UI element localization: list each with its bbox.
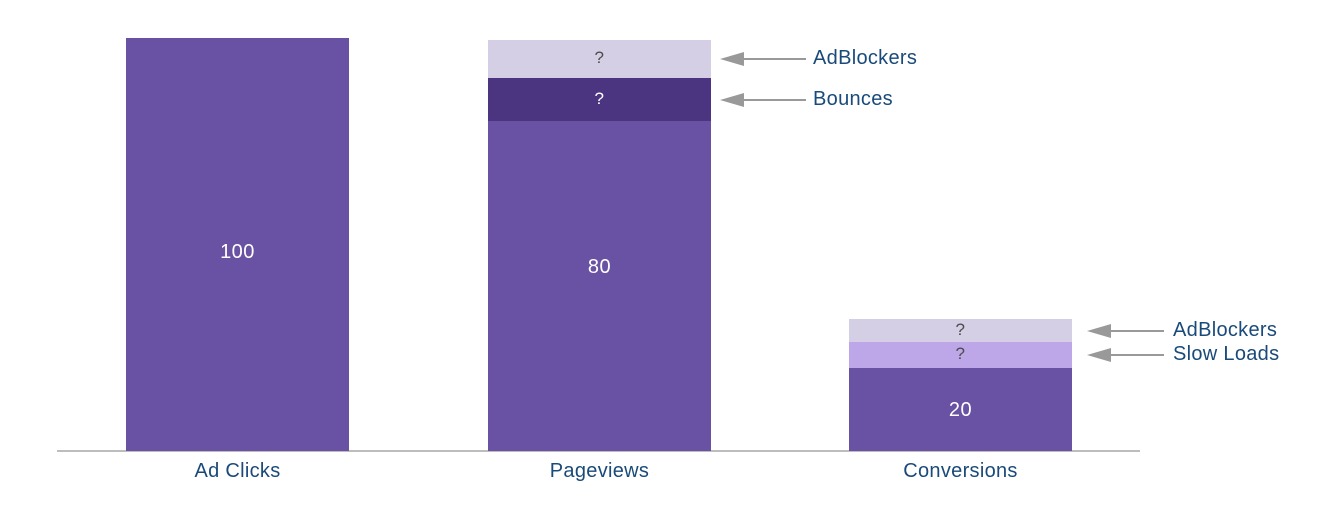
segment-value-label: 100 <box>220 241 255 263</box>
annotation-arrow-icon <box>720 93 744 107</box>
annotation-arrow-icon <box>1087 348 1111 362</box>
bar-segment-ad-clicks-value: 100 <box>126 38 349 451</box>
annotation-arrow-icon <box>720 52 744 66</box>
annotation-arrow-shaft <box>740 99 806 101</box>
segment-value-label: ? <box>594 89 605 108</box>
segment-value-label: 80 <box>587 256 612 278</box>
segment-value-label: ? <box>594 48 605 67</box>
segment-value-label: 20 <box>948 399 973 421</box>
bar-segment-conversions-value: 20 <box>849 368 1072 451</box>
bar-segment-slow-loads: ? <box>849 342 1072 368</box>
annotation-label-slow-loads: Slow Loads <box>1173 343 1280 365</box>
category-label-ad-clicks: Ad Clicks <box>194 460 281 482</box>
annotation-arrow-shaft <box>740 58 806 60</box>
bar-segment-bounces: ? <box>488 78 711 121</box>
annotation-label-adblockers: AdBlockers <box>813 47 918 69</box>
category-label-pageviews: Pageviews <box>549 460 650 482</box>
segment-value-label: ? <box>955 320 966 339</box>
annotation-arrow-icon <box>1087 324 1111 338</box>
bar-segment-pageviews-value: 80 <box>488 121 711 451</box>
annotation-arrow-shaft <box>1107 330 1164 332</box>
annotation-label-adblockers: AdBlockers <box>1173 319 1278 341</box>
category-label-conversions: Conversions <box>903 460 1018 482</box>
bar-segment-adblockers: ? <box>849 319 1072 342</box>
annotation-label-bounces: Bounces <box>813 88 893 110</box>
segment-value-label: ? <box>955 344 966 363</box>
annotation-arrow-shaft <box>1107 354 1164 356</box>
x-axis-line <box>57 450 1140 452</box>
bar-segment-adblockers: ? <box>488 40 711 78</box>
